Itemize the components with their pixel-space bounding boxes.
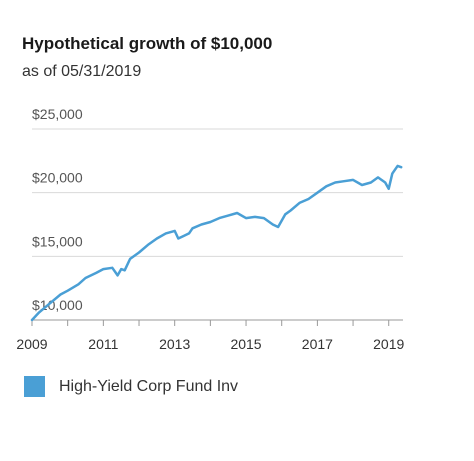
chart-title: Hypothetical growth of $10,000 bbox=[22, 34, 273, 53]
x-tick-labels: 2009 2011 2013 2015 2017 2019 bbox=[16, 336, 404, 352]
growth-chart: $10,000$15,000$20,000$25,000 2009 2011 201… bbox=[16, 106, 404, 352]
x-tick-label: 2011 bbox=[88, 336, 118, 352]
y-tick-label: $25,000 bbox=[32, 106, 83, 122]
x-tick-label: 2013 bbox=[159, 336, 190, 352]
y-tick-label: $15,000 bbox=[32, 233, 83, 249]
legend-label: High-Yield Corp Fund Inv bbox=[59, 377, 239, 395]
x-tick-label: 2009 bbox=[16, 336, 47, 352]
series-line bbox=[30, 164, 403, 322]
y-tick-label: $20,000 bbox=[32, 170, 83, 186]
x-tick-label: 2015 bbox=[230, 336, 261, 352]
x-tick-marks bbox=[31, 320, 390, 326]
series-layer bbox=[30, 164, 403, 322]
grid-lines bbox=[32, 128, 403, 321]
chart-subtitle: as of 05/31/2019 bbox=[22, 63, 142, 80]
legend: High-Yield Corp Fund Inv bbox=[24, 376, 238, 397]
y-tick-labels: $10,000$15,000$20,000$25,000 bbox=[32, 106, 83, 313]
legend-swatch bbox=[24, 376, 45, 397]
x-tick-label: 2017 bbox=[302, 336, 333, 352]
x-tick-label: 2019 bbox=[373, 336, 404, 352]
